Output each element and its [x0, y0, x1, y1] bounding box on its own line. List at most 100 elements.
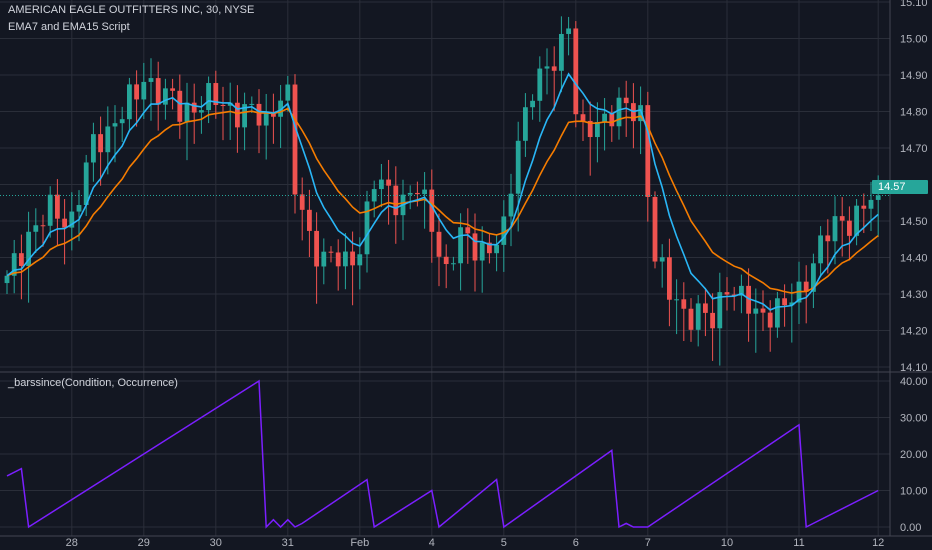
candle-body: [703, 303, 708, 313]
candle-body: [458, 227, 463, 264]
price-tick-label: 14.30: [900, 289, 928, 301]
indicator-tick-label: 40.00: [900, 376, 928, 388]
candle-body: [659, 257, 665, 262]
candle-body: [746, 285, 751, 314]
candle-body: [580, 114, 586, 121]
candle-body: [739, 285, 744, 296]
candle-body: [825, 235, 831, 242]
candle-body: [263, 113, 269, 126]
candle-body: [321, 251, 327, 267]
candle-body: [19, 253, 24, 266]
candle-body: [731, 294, 737, 296]
time-tick-label: 11: [793, 537, 804, 549]
candle-body: [170, 88, 175, 91]
candle-body: [278, 100, 283, 117]
candle-body: [206, 83, 211, 111]
price-tick-label: 14.90: [900, 70, 928, 82]
candle-body: [393, 185, 399, 216]
candle-body: [91, 134, 96, 163]
candle-body: [688, 308, 694, 330]
ema7-line: [6, 72, 879, 311]
candle-body: [119, 119, 125, 124]
candle-body: [76, 205, 82, 212]
candle-body: [767, 312, 773, 328]
candle-body: [436, 231, 442, 257]
indicator-tick-label: 0.00: [900, 522, 921, 534]
candle-body: [40, 225, 46, 227]
candle-body: [710, 312, 715, 329]
candle-body: [242, 104, 247, 128]
candle-body: [695, 303, 701, 330]
candle-body: [782, 298, 787, 306]
candle-body: [163, 88, 168, 105]
candle-body: [602, 113, 607, 122]
candle-body: [285, 84, 291, 101]
time-tick-label: 5: [501, 537, 507, 549]
candle-body: [249, 103, 255, 105]
candle-body: [875, 195, 881, 200]
candle-body: [105, 126, 111, 153]
candle-body: [69, 211, 75, 228]
candle-body: [479, 242, 485, 261]
candle-body: [638, 105, 643, 122]
candle-body: [134, 84, 139, 100]
candle-body: [350, 251, 355, 266]
candle-body: [854, 205, 859, 236]
candle-body: [667, 257, 672, 300]
candle-body: [443, 256, 449, 265]
candle-body: [566, 28, 571, 34]
indicator-tick-label: 30.00: [900, 413, 928, 425]
candle-body: [83, 162, 89, 206]
time-tick-label: 29: [138, 537, 150, 549]
candle-body: [379, 179, 384, 190]
indicator-title: _barssince(Condition, Occurrence): [8, 377, 178, 389]
candle-body: [148, 78, 154, 82]
candle-body: [587, 120, 593, 138]
candle-body: [753, 308, 759, 314]
candle-body: [861, 205, 867, 209]
candle-body: [515, 140, 521, 194]
candle-body: [551, 66, 557, 71]
candle-body: [645, 105, 651, 197]
candle-body: [98, 134, 103, 153]
barssince-line: [6, 379, 879, 529]
candle-body: [818, 235, 823, 264]
time-tick-label: 12: [872, 537, 884, 549]
candle-body: [595, 121, 600, 138]
indicator-tick-label: 10.00: [900, 486, 928, 498]
candle-body: [681, 299, 687, 309]
time-tick-label: 30: [210, 537, 222, 549]
candle-body: [177, 90, 183, 122]
candle-body: [112, 123, 118, 127]
symbol-title: AMERICAN EAGLE OUTFITTERS INC, 30, NYSE: [8, 4, 255, 16]
indicator-plot: [6, 379, 879, 529]
candle-body: [472, 233, 478, 261]
candle-body: [371, 189, 377, 202]
candle-body: [623, 97, 629, 104]
candle-body: [652, 196, 658, 262]
candle-body: [760, 308, 766, 313]
time-tick-label: 7: [645, 537, 651, 549]
candle-body: [314, 230, 319, 267]
price-tick-label: 14.20: [900, 326, 928, 338]
candle-body: [847, 220, 852, 236]
candle-body: [364, 201, 370, 255]
price-tick-label: 14.80: [900, 107, 928, 119]
candle-body: [227, 102, 233, 106]
ema-lines: [6, 72, 879, 311]
grid-lines: [0, 0, 890, 536]
candle-body: [508, 193, 514, 217]
time-tick-label: 28: [66, 537, 78, 549]
candle-body: [451, 263, 456, 265]
candle-body: [328, 251, 334, 253]
candle-body: [184, 102, 190, 122]
candle-body: [26, 231, 31, 266]
candle-body: [357, 254, 363, 266]
candle-body: [494, 244, 499, 254]
candle-body: [47, 194, 53, 226]
candle-body: [55, 194, 60, 219]
candle-body: [155, 78, 161, 105]
candle-body: [839, 216, 845, 221]
